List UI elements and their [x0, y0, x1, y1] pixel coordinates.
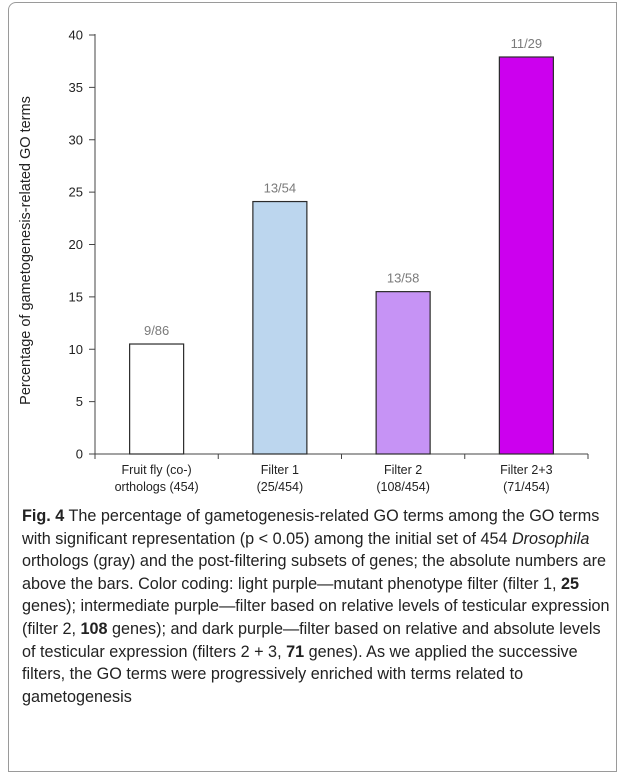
bar-1 — [129, 343, 185, 455]
caption-count-filter-23: 71 — [286, 642, 305, 661]
caption-species: Drosophila — [511, 529, 590, 548]
bar-4 — [498, 56, 554, 455]
caption-count-filter-1: 25 — [560, 574, 579, 593]
bar-data-label: 11/29 — [511, 36, 543, 51]
bar-3 — [375, 291, 431, 455]
x-category-label: (108/454) — [376, 480, 430, 494]
figure-label: Fig. 4 — [22, 507, 65, 525]
y-tick-label: 5 — [76, 394, 83, 409]
bar-data-label: 13/54 — [264, 181, 297, 196]
x-category-label: Filter 1 — [261, 463, 299, 477]
y-tick-label: 20 — [69, 237, 83, 252]
y-tick-label: 10 — [69, 342, 83, 357]
caption-text-2: orthologs (gray) and the post-filtering … — [22, 552, 606, 593]
y-tick-label: 15 — [69, 289, 83, 304]
x-category-label: (71/454) — [503, 480, 550, 494]
x-category-label: Fruit fly (co-) — [122, 463, 192, 477]
y-tick-label: 35 — [69, 80, 83, 95]
y-tick-label: 30 — [69, 132, 83, 147]
bar-chart: 0 5 10 15 20 25 30 35 40 Percentage of gametogene… — [18, 28, 589, 494]
caption-count-filter-2: 108 — [80, 619, 108, 638]
caption-text-4: genes); and dark purple—filter based on … — [22, 619, 601, 661]
caption-text-1: The percentage of gametogenesis-related … — [22, 507, 600, 548]
y-tick-label: 40 — [69, 28, 83, 43]
y-axis-title: Percentage of gametogenesis-related GO t… — [18, 96, 34, 405]
caption-text-5: genes). As we applied the successive fil… — [22, 642, 578, 706]
x-category-label: Filter 2 — [384, 463, 422, 477]
y-tick-label: 0 — [76, 447, 83, 462]
caption-text-3: genes); intermediate purple—filter based… — [22, 597, 610, 638]
bar-2 — [252, 200, 308, 455]
x-category-label: Filter 2+3 — [500, 463, 553, 477]
figure-caption: Fig. 4 The percentage of gametogenesis-r… — [22, 505, 612, 708]
x-category-label: orthologs (454) — [115, 480, 199, 494]
y-tick-label: 25 — [69, 185, 83, 200]
bar-data-label: 9/86 — [144, 323, 169, 338]
bar-data-label: 13/58 — [387, 271, 420, 286]
x-category-label: (25/454) — [257, 480, 304, 494]
